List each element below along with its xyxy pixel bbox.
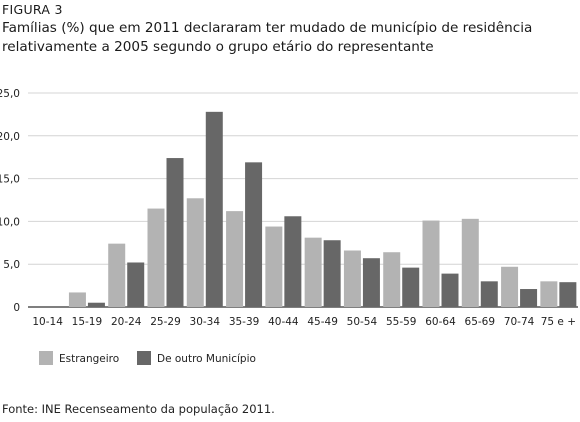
bar-estrangeiro [108,243,126,307]
bar-estrangeiro [226,211,244,307]
x-tick-label: 60-64 [425,316,456,328]
source-note: Fonte: INE Recenseamento da população 20… [2,402,275,416]
chart-title: Famílias (%) que em 2011 declararam ter … [2,20,533,55]
bar-estrangeiro [186,198,204,307]
bar-outro-municipio [362,258,380,307]
x-tick-label: 20-24 [111,316,142,328]
legend-swatch-1 [39,351,53,365]
legend-label-1: Estrangeiro [59,353,119,365]
y-tick-label: 25,0 [0,88,20,100]
bar-outro-municipio [245,162,263,307]
legend-label-2: De outro Município [157,353,256,365]
x-tick-label: 35-39 [229,316,260,328]
bar-estrangeiro [304,237,322,307]
bar-estrangeiro [540,281,558,307]
bar-estrangeiro [461,218,479,307]
bar-outro-municipio [402,267,420,307]
bar-estrangeiro [343,250,361,307]
x-tick-label: 10-14 [32,316,63,328]
x-tick-label: 75 e + [541,316,576,328]
y-tick-label: 0 [13,302,20,314]
y-tick-label: 5,0 [3,259,20,271]
figure-label: FIGURA 3 [2,2,63,17]
bar-outro-municipio [87,302,105,307]
bar-outro-municipio [559,282,577,307]
bar-estrangeiro [422,220,440,307]
bar-estrangeiro [147,208,165,307]
x-tick-label: 15-19 [72,316,103,328]
x-tick-label: 45-49 [307,316,338,328]
bar-outro-municipio [441,273,459,307]
bar-estrangeiro [383,252,401,307]
x-tick-label: 70-74 [504,316,535,328]
x-tick-label: 50-54 [347,316,378,328]
legend-swatch-2 [137,351,151,365]
x-tick-label: 25-29 [150,316,181,328]
bar-estrangeiro [68,292,86,307]
bar-estrangeiro [265,226,283,307]
bar-outro-municipio [480,281,498,307]
bar-estrangeiro [501,266,519,307]
x-tick-label: 55-59 [386,316,417,328]
x-tick-label: 40-44 [268,316,299,328]
y-tick-label: 20,0 [0,131,20,143]
x-tick-label: 30-34 [190,316,221,328]
y-tick-label: 15,0 [0,174,20,186]
bar-outro-municipio [323,240,341,307]
bar-outro-municipio [166,158,184,307]
bar-outro-municipio [520,289,538,307]
bar-outro-municipio [127,262,145,307]
y-tick-label: 10,0 [0,216,20,228]
bar-outro-municipio [205,111,223,307]
bar-chart: 0 5,0 10,0 15,0 20,0 25,0 10-14 15-19 20-24 25-29… [0,88,578,365]
bar-outro-municipio [284,216,302,307]
x-tick-label: 65-69 [465,316,496,328]
